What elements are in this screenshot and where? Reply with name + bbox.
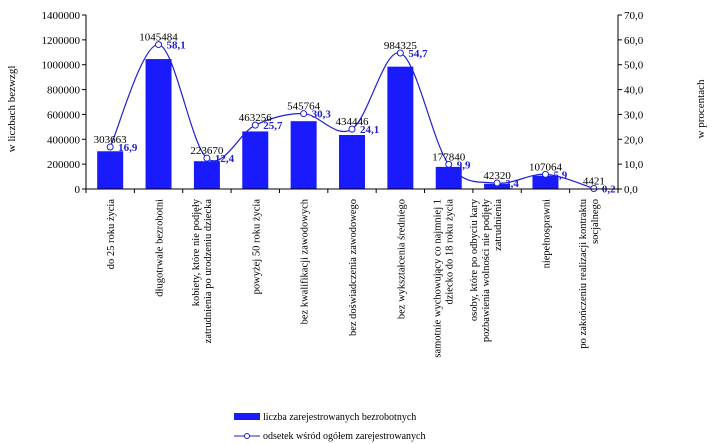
percent-value-label: 24,1 <box>360 124 379 136</box>
bar <box>387 66 414 189</box>
percent-value-label: 9,9 <box>457 159 471 171</box>
bar <box>290 121 317 189</box>
y-tick-label-right: 70,0 <box>624 10 644 22</box>
percent-value-label: 2,4 <box>505 178 519 190</box>
bar <box>193 161 220 189</box>
y-tick-label-left: 400000 <box>47 134 81 146</box>
category-label: bez doświadczenia zawodowego <box>348 199 359 336</box>
y-tick-label-left: 200000 <box>47 159 81 171</box>
y-tick-label-left: 600000 <box>47 109 81 121</box>
bar-value-label: 107064 <box>529 161 563 173</box>
category-label-line: samotnie wychowujący co najmniej 1 <box>433 199 444 358</box>
bar-value-label: 1045484 <box>139 32 178 44</box>
bar-value-label: 984325 <box>384 40 418 52</box>
percent-marker <box>493 179 501 187</box>
category-label: długotrwale bezrobotni <box>155 199 166 297</box>
category-label-line: osoby, które po odbyciu kary <box>469 198 480 321</box>
y-tick-label-left: 800000 <box>47 85 81 97</box>
percent-value-label: 12,4 <box>215 153 235 165</box>
y-axis-right: 0,0 10,0 20,0 30,0 40,0 50,0 60,0 70,0 <box>617 10 644 196</box>
bar-value-label: 434446 <box>336 116 370 128</box>
bar <box>242 131 269 189</box>
category-label-line: powyżej 50 roku życia <box>251 199 262 295</box>
bar <box>339 135 365 189</box>
y-tick-label-right: 0,0 <box>624 184 638 196</box>
chart-plot: 303663 1045484 223670 463256 545764 434446 984… <box>94 32 616 196</box>
bar-value-label: 177840 <box>432 151 466 163</box>
category-label-line: po zakończeniu realizacji kontraktu <box>578 198 589 348</box>
category-label: bez wykształcenia średniego <box>396 199 407 319</box>
percent-value-label: 16,9 <box>118 142 138 154</box>
y-tick-label-left: 1000000 <box>42 60 81 72</box>
y-tick-label-left: 1400000 <box>42 10 81 22</box>
bar <box>532 175 559 189</box>
category-label: powyżej 50 roku życia <box>251 199 262 295</box>
category-label: do 25 roku życia <box>106 199 117 270</box>
bar-value-label: 303663 <box>94 134 128 146</box>
category-label-line: do 25 roku życia <box>106 199 117 270</box>
y-tick-label-left: 1200000 <box>42 35 81 47</box>
percent-marker <box>541 170 549 178</box>
percent-marker <box>300 110 308 118</box>
legend-bar-label: liczba zarejestrowanych bezrobotnych <box>263 412 416 423</box>
legend-bar-swatch <box>234 413 260 420</box>
percent-marker <box>396 49 404 57</box>
category-label-line: dziecko do 18 roku życia <box>445 199 456 305</box>
category-label: bez kwalifikacji zawodowych <box>300 198 311 324</box>
category-label: po zakończeniu realizacji kontraktu socja… <box>578 198 601 348</box>
percent-marker <box>155 41 163 49</box>
bar-value-label: 463256 <box>239 112 273 124</box>
y-tick-label-right: 10,0 <box>624 159 644 171</box>
legend-line-marker <box>244 433 250 439</box>
bar <box>145 59 172 189</box>
percent-marker <box>203 154 211 162</box>
category-label: niepełnosprawni <box>541 199 552 268</box>
percent-marker <box>348 125 356 133</box>
category-label-line: kobiety, które nie podjęły <box>191 198 202 306</box>
percent-value-label: 58,1 <box>167 40 186 52</box>
bar-value-label: 4421 <box>583 175 605 187</box>
category-label-line: bez wykształcenia średniego <box>396 199 407 319</box>
percent-value-label: 54,7 <box>408 48 428 60</box>
category-label-line: długotrwale bezrobotni <box>155 199 166 297</box>
percent-marker <box>445 160 453 168</box>
y-axis-title-left: w liczbach bezwzgl <box>6 66 18 153</box>
category-label: osoby, które po odbyciu kary pozbawienia … <box>469 198 504 342</box>
category-label-line: pozbawienia wolności nie podjęły <box>481 198 492 342</box>
y-tick-label-right: 60,0 <box>624 35 644 47</box>
percent-marker <box>106 143 114 151</box>
legend-line-label: odsetek wśród ogółem zarejestrowanych <box>263 431 425 442</box>
y-axis-left: 0 200000 400000 600000 800000 1000000 1200000 1… <box>42 10 87 196</box>
category-label: samotnie wychowujący co najmniej 1 dzieck… <box>433 199 456 358</box>
y-axis-title-right: w procentach <box>695 79 707 138</box>
category-label-line: bez kwalifikacji zawodowych <box>300 198 311 324</box>
category-label: kobiety, które nie podjęły zatrudnienia p… <box>191 198 214 343</box>
percent-marker <box>251 121 259 129</box>
bar-value-label: 545764 <box>287 101 321 113</box>
y-tick-label-left: 0 <box>75 184 81 196</box>
y-tick-label-right: 20,0 <box>624 134 644 146</box>
percent-value-label: 0,2 <box>602 184 616 196</box>
category-label-line: zatrudnienia <box>493 199 504 251</box>
legend: liczba zarejestrowanych bezrobotnych ods… <box>234 412 425 442</box>
category-label-line: bez doświadczenia zawodowego <box>348 199 359 336</box>
category-labels: do 25 roku życia długotrwale bezrobotni ko… <box>106 198 601 357</box>
bar <box>97 151 124 189</box>
y-tick-label-right: 40,0 <box>624 85 644 97</box>
y-tick-label-right: 50,0 <box>624 60 644 72</box>
x-axis <box>85 188 619 193</box>
percent-value-label: 5,9 <box>553 169 567 181</box>
percent-value-label: 30,3 <box>312 109 332 121</box>
percent-value-label: 25,7 <box>263 120 283 132</box>
category-label-line: socjalnego <box>590 199 601 244</box>
y-tick-label-right: 30,0 <box>624 109 644 121</box>
bar-value-label: 223670 <box>190 145 224 157</box>
bar-value-label: 42320 <box>483 170 511 182</box>
category-label-line: zatrudnienia po urodzeniu dziecka <box>203 199 214 344</box>
category-label-line: niepełnosprawni <box>541 199 552 268</box>
